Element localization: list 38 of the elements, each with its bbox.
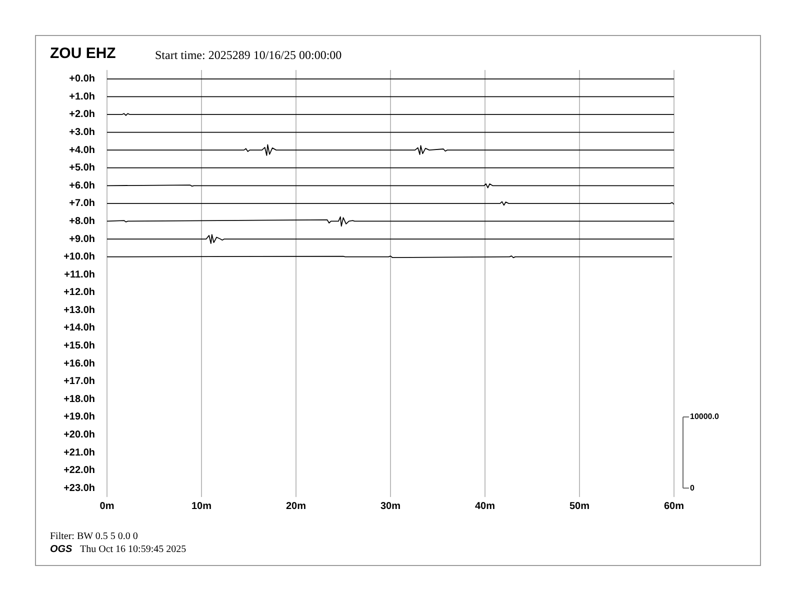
y-tick-label: +2.0h <box>69 109 95 120</box>
y-tick-label: +12.0h <box>64 287 95 298</box>
y-tick-label: +20.0h <box>64 429 95 440</box>
y-tick-label: +5.0h <box>69 162 95 174</box>
y-tick-label: +13.0h <box>64 304 95 316</box>
x-tick-label: 20m <box>286 500 306 512</box>
y-tick-label: +11.0h <box>64 269 95 280</box>
x-tick-label: 0m <box>100 500 114 512</box>
y2-tick-label: 0 <box>690 483 695 492</box>
text: Filter: BW 0.5 5 0.0 0 <box>50 531 138 542</box>
x-tick-label: 10m <box>191 500 212 512</box>
text: Thu Oct 16 10:59:45 2025 <box>80 544 186 555</box>
chart-subtitle: Start time: 2025289 10/16/25 00:00:00 <box>155 48 342 63</box>
y-tick-label: +15.0h <box>64 340 95 352</box>
y-tick-label: +23.0h <box>64 482 95 494</box>
y-tick-label: +4.0h <box>69 144 95 156</box>
y2-tick-label: 10000.0 <box>690 412 720 422</box>
y-tick-label: +8.0h <box>69 216 95 227</box>
y-tick-label: +19.0h <box>64 412 95 423</box>
y-tick-label: +9.0h <box>69 234 95 245</box>
y-tick-label: +22.0h <box>64 465 95 476</box>
y-tick-label: +17.0h <box>64 376 95 388</box>
y-tick-label: +6.0h <box>69 180 95 192</box>
x-tick-label: 50m <box>569 500 590 512</box>
y-tick-label: +0.0h <box>69 74 95 85</box>
y-tick-label: +16.0h <box>64 358 95 370</box>
y-tick-label: +10.0h <box>64 252 95 263</box>
y-tick-label: +3.0h <box>69 127 95 138</box>
chart-title: ZOU EHZ <box>50 45 116 62</box>
x-tick-label: 30m <box>380 500 401 512</box>
y-tick-label: +21.0h <box>64 447 95 458</box>
x-tick-label: 40m <box>474 500 496 512</box>
y-tick-label: +18.0h <box>64 394 95 405</box>
text: OGS <box>50 544 72 555</box>
y-tick-label: +1.0h <box>69 91 95 102</box>
y-tick-label: +7.0h <box>69 198 95 210</box>
y-tick-label: +14.0h <box>64 322 95 334</box>
x-tick-label: 60m <box>664 500 684 512</box>
